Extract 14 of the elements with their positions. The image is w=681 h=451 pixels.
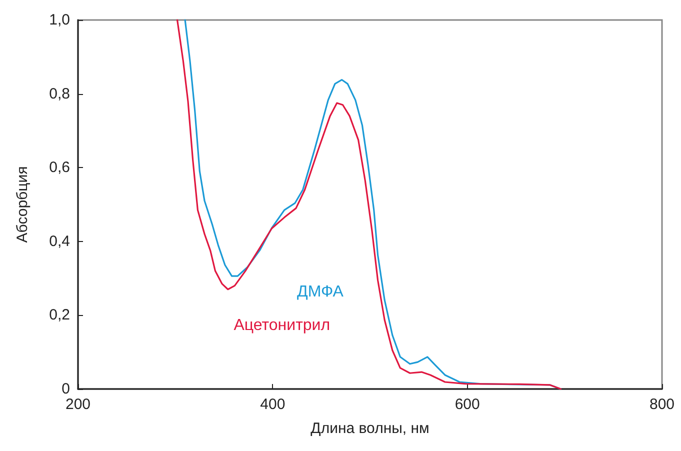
x-axis-title: Длина волны, нм — [310, 420, 430, 437]
y-tick-label: 0,6 — [49, 159, 70, 176]
y-tick-label: 1,0 — [49, 12, 70, 28]
y-tick-label: 0,2 — [49, 306, 70, 324]
x-tick-label: 800 — [649, 396, 675, 413]
x-tick-label: 200 — [65, 396, 91, 413]
y-axis-title: Абсорбция — [14, 166, 31, 243]
text: ДМФА — [297, 284, 344, 301]
y-tick-label: 0,8 — [49, 85, 70, 102]
y-tick-label: 0,4 — [49, 232, 70, 250]
x-tick-label: 600 — [454, 396, 480, 413]
x-tick-label: 400 — [260, 396, 286, 413]
series-label: Ацетонитрил — [234, 316, 330, 334]
y-tick-label: 0 — [62, 380, 70, 398]
